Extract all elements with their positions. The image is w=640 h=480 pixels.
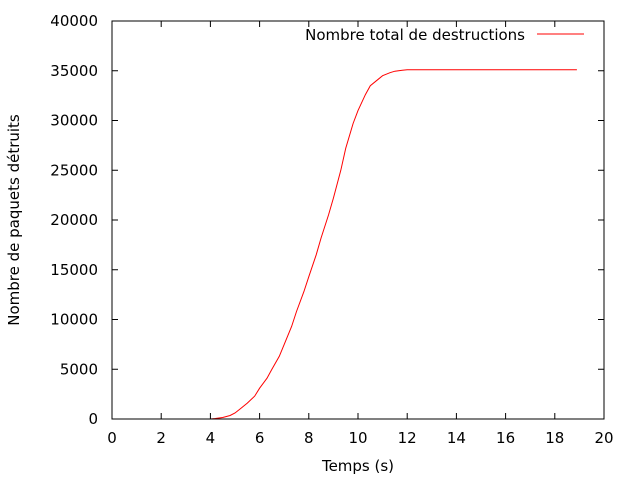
x-tick-label: 14 (447, 429, 466, 447)
legend: Nombre total de destructions (305, 26, 584, 44)
y-axis-ticks: 0 5000 10000 15000 20000 25000 30000 35000 40000 (50, 12, 604, 428)
x-tick-label: 8 (304, 429, 314, 447)
series-line (210, 69, 577, 420)
x-axis-label: Temps (s) (321, 457, 394, 475)
y-tick-label: 40000 (50, 12, 98, 30)
plot-frame (111, 20, 605, 420)
x-tick-label: 2 (156, 429, 166, 447)
x-tick-label: 4 (206, 429, 216, 447)
y-tick-label: 5000 (60, 360, 98, 378)
x-tick-label: 18 (545, 429, 564, 447)
x-tick-label: 12 (398, 429, 417, 447)
x-tick-label: 20 (594, 429, 613, 447)
y-tick-label: 30000 (50, 112, 98, 130)
y-tick-label: 25000 (50, 161, 98, 179)
y-tick-label: 0 (88, 410, 98, 428)
x-tick-label: 10 (348, 429, 367, 447)
y-axis-label: Nombre de paquets détruits (5, 114, 23, 326)
legend-label: Nombre total de destructions (305, 26, 525, 44)
series-layer (210, 69, 577, 420)
y-tick-label: 15000 (50, 261, 98, 279)
x-axis-ticks: 0 2 4 6 8 10 12 14 16 18 20 (107, 21, 614, 447)
y-tick-label: 20000 (50, 211, 98, 229)
x-tick-label: 6 (255, 429, 265, 447)
y-tick-label: 35000 (50, 62, 98, 80)
y-tick-label: 10000 (50, 311, 98, 329)
x-tick-label: 0 (107, 429, 117, 447)
x-tick-label: 16 (496, 429, 515, 447)
